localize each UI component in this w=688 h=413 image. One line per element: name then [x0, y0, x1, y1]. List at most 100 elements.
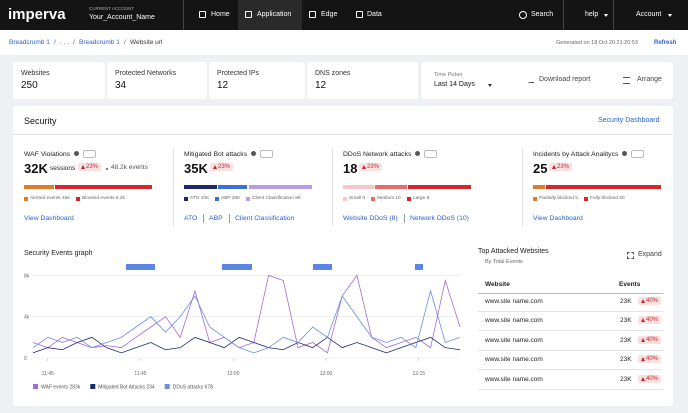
arrange[interactable]: Arrange	[637, 76, 662, 83]
site-name[interactable]: www.site name.com	[485, 317, 543, 325]
site-name[interactable]: www.site name.com	[485, 356, 543, 364]
more-button[interactable]	[424, 150, 437, 158]
legend-swatch	[371, 197, 375, 201]
card-link[interactable]: View Dashboard	[533, 215, 583, 222]
event-count: 23K	[620, 298, 632, 305]
change-chip: 23%	[210, 163, 234, 171]
legend-label: ATO 10K	[190, 196, 210, 201]
more-button[interactable]	[631, 150, 644, 158]
chart-title: Security Events graph	[24, 250, 93, 257]
breadcrumb[interactable]: Breadcrumb 1	[79, 39, 120, 46]
change-chip: 40%	[638, 355, 662, 364]
card-link[interactable]: ATO	[184, 215, 198, 222]
card-title: Incidents by Attack Analitycs	[533, 151, 619, 158]
toolbar	[421, 62, 673, 99]
nav-icon	[356, 11, 363, 18]
legend-swatch	[90, 384, 96, 389]
nav-item[interactable]: Application	[257, 11, 292, 18]
divider	[563, 0, 564, 30]
legend-swatch	[33, 384, 38, 389]
security-link[interactable]: Security Dashboard	[598, 117, 660, 124]
x-tick-label: 11:45	[42, 371, 54, 377]
y-tick-label: 4k	[24, 315, 30, 321]
nav-icon	[245, 11, 252, 18]
stat-card	[209, 62, 305, 99]
download-icon	[528, 76, 534, 83]
site-name[interactable]: www.site name.com	[485, 298, 543, 305]
table-subtitle[interactable]: By Total Events	[485, 259, 523, 265]
divider	[613, 0, 614, 30]
legend-label: Partially blocked 5	[539, 196, 578, 201]
card-value: 18	[343, 161, 358, 176]
bar-segment	[343, 185, 375, 189]
bar-segment	[54, 185, 152, 189]
divider	[183, 0, 184, 30]
x-tick-label: 12:00	[320, 371, 333, 377]
download[interactable]: Download report	[539, 76, 591, 83]
row-divider	[478, 369, 663, 371]
expand-icon	[627, 252, 634, 259]
event-marker	[126, 264, 155, 270]
nav-item[interactable]: Edge	[321, 11, 338, 18]
divider	[332, 148, 333, 226]
card-link[interactable]: Website DDoS (8)	[343, 215, 398, 222]
stat-value: 34	[115, 80, 127, 91]
card-title: Mitigated Bot attacks	[184, 151, 248, 158]
account[interactable]: Account	[636, 11, 662, 18]
card-extra: 48.2k events	[111, 164, 148, 171]
stat-value: 12	[315, 80, 327, 91]
card-link[interactable]: Network DDoS (10)	[410, 215, 469, 222]
expand[interactable]: Expand	[638, 251, 662, 258]
refresh[interactable]: Refresh	[654, 40, 677, 46]
bar-segment	[375, 185, 407, 189]
card-title: DDoS Network attacks	[343, 151, 412, 158]
account-name[interactable]: Your_Account_Name	[89, 14, 155, 21]
more-button[interactable]	[83, 150, 96, 158]
nav-item[interactable]: Data	[367, 11, 382, 18]
x-tick-label: 11:45	[134, 371, 146, 377]
stat-card	[307, 62, 418, 99]
y-tick-label: 8k	[24, 273, 30, 279]
caret	[668, 14, 672, 19]
card-link[interactable]: ABP	[209, 215, 223, 222]
search[interactable]: Search	[531, 11, 554, 18]
link-separator	[229, 214, 230, 223]
bullet	[106, 168, 108, 170]
time-picker-value[interactable]: Last 14 Days	[434, 81, 475, 88]
card-link[interactable]: View Dashboard	[24, 215, 74, 222]
legend-swatch	[76, 197, 80, 201]
site-name[interactable]: www.site name.com	[485, 336, 543, 344]
event-count: 23K	[620, 336, 632, 344]
help[interactable]: help	[585, 11, 599, 18]
divider	[173, 148, 174, 226]
legend-swatch	[246, 197, 250, 201]
legend-label: Blocked events 8.2k	[82, 196, 125, 201]
breadcrumb: Website url	[130, 39, 163, 46]
stat-card	[107, 62, 207, 99]
card-title: WAF Violations	[24, 151, 71, 158]
stat-label: DNS zones	[315, 70, 351, 77]
nav-item[interactable]: Home	[211, 11, 230, 18]
card-link[interactable]: Client Classification	[235, 215, 295, 222]
bar-segment	[407, 185, 471, 189]
stat-card	[13, 62, 105, 99]
breadcrumb[interactable]: . . .	[60, 39, 70, 46]
legend-label: Client Classification 5K	[252, 196, 302, 201]
more-button[interactable]	[260, 150, 273, 158]
info-icon	[251, 151, 256, 156]
row-divider	[478, 311, 663, 312]
breadcrumb-bar	[0, 30, 688, 55]
breadcrumb[interactable]: Breadcrumb 1	[9, 39, 50, 46]
site-name[interactable]: www.site name.com	[485, 375, 543, 383]
column-header: Events	[619, 281, 641, 288]
legend-label: Large 8	[413, 196, 430, 201]
legend-swatch	[164, 384, 170, 389]
bar-segment	[248, 185, 312, 189]
stat-label: Websites	[21, 70, 50, 77]
series-line	[32, 336, 461, 354]
legend-label: Mitigated Bot Attacks 234	[98, 385, 155, 391]
change-chip: 40%	[638, 316, 662, 325]
logo[interactable]: imperva	[8, 6, 66, 23]
change-chip: 23%	[359, 163, 383, 171]
